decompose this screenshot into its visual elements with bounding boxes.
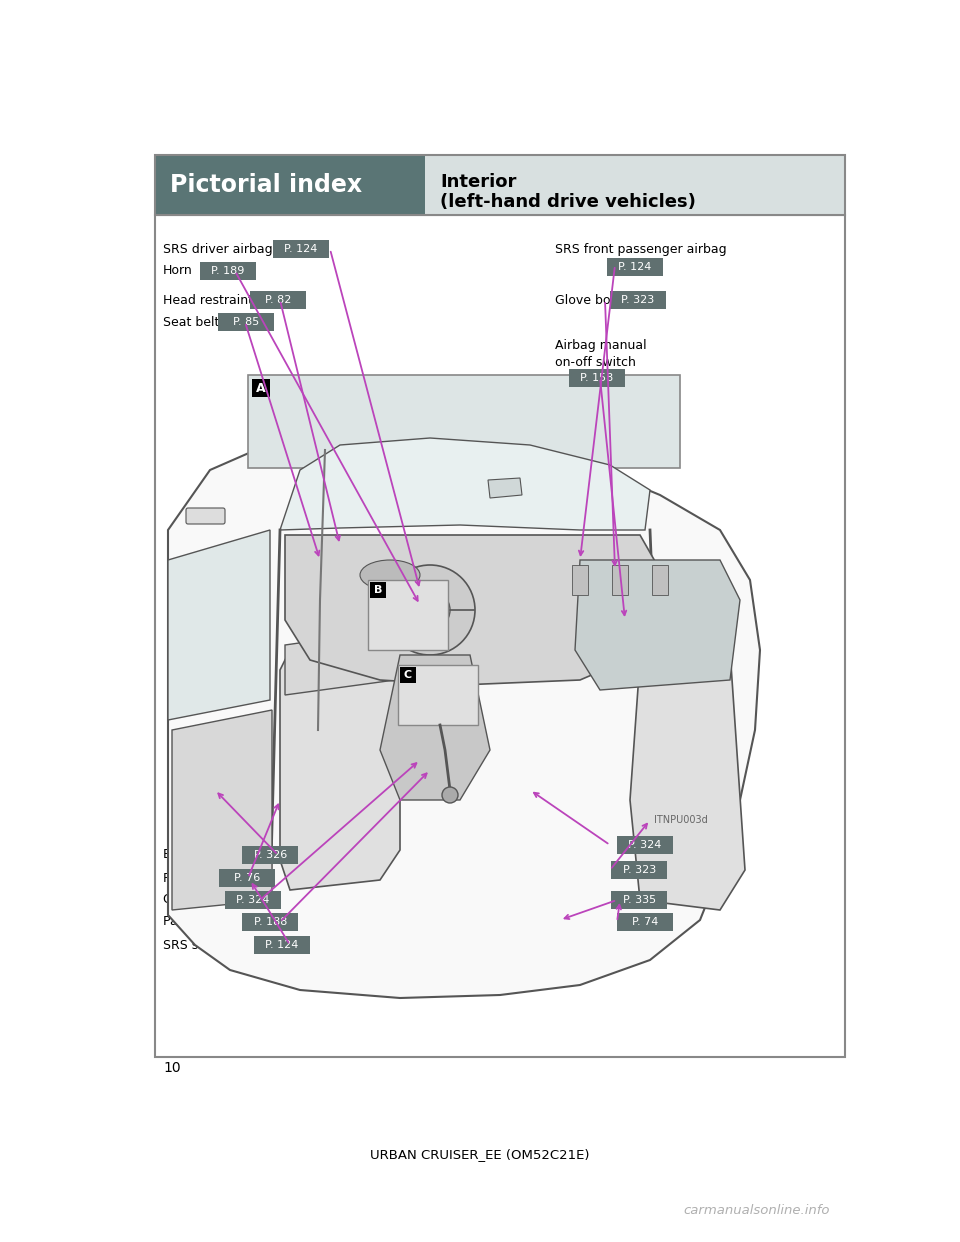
Ellipse shape: [360, 560, 420, 590]
Bar: [607, 258, 663, 276]
Polygon shape: [285, 535, 660, 686]
Text: carmanualsonline.info: carmanualsonline.info: [684, 1203, 830, 1216]
Polygon shape: [280, 635, 400, 891]
Bar: [425, 155, 845, 215]
Text: P. 335: P. 335: [623, 895, 656, 905]
Text: P. 323: P. 323: [623, 864, 656, 876]
Text: A: A: [256, 381, 266, 395]
Bar: [155, 155, 845, 215]
Text: URBAN CRUISER_EE (OM52C21E): URBAN CRUISER_EE (OM52C21E): [371, 1149, 589, 1161]
Polygon shape: [575, 560, 740, 691]
Text: P. 124: P. 124: [265, 940, 299, 950]
Bar: [242, 913, 299, 932]
Text: Head restraint: Head restraint: [163, 293, 253, 307]
Bar: [569, 369, 625, 388]
Text: Horn: Horn: [163, 265, 193, 277]
Circle shape: [442, 787, 458, 804]
Text: (left-hand drive vehicles): (left-hand drive vehicles): [440, 193, 696, 211]
Text: Cup holder: Cup holder: [555, 838, 623, 852]
Text: ITNPU003d: ITNPU003d: [655, 815, 708, 825]
Bar: [612, 565, 628, 595]
Text: P. 85: P. 85: [233, 317, 259, 327]
Text: on-off switch: on-off switch: [555, 355, 636, 369]
Text: Parking brake: Parking brake: [163, 915, 249, 929]
Bar: [252, 379, 270, 397]
Text: P. 324: P. 324: [236, 895, 270, 905]
Text: 10: 10: [163, 1061, 180, 1076]
Polygon shape: [488, 478, 522, 498]
Bar: [370, 582, 386, 597]
Bar: [368, 580, 448, 650]
Polygon shape: [172, 710, 272, 910]
Bar: [200, 262, 256, 279]
Bar: [617, 913, 673, 932]
Text: P. 326: P. 326: [253, 850, 287, 859]
Text: P. 324: P. 324: [628, 840, 661, 850]
FancyBboxPatch shape: [186, 508, 225, 524]
Text: Rear seat: Rear seat: [163, 872, 223, 884]
Text: Cup holder: Cup holder: [163, 893, 231, 907]
Text: Front seat: Front seat: [555, 915, 617, 929]
Text: SRS side airbag: SRS side airbag: [163, 939, 261, 951]
Polygon shape: [285, 630, 395, 696]
Polygon shape: [380, 655, 490, 800]
Text: Glove box: Glove box: [555, 863, 617, 877]
Text: P. 124: P. 124: [618, 262, 652, 272]
Text: P. 74: P. 74: [632, 917, 659, 927]
Bar: [617, 836, 673, 854]
Circle shape: [385, 565, 475, 655]
Text: P. 76: P. 76: [234, 873, 260, 883]
Text: P. 189: P. 189: [211, 266, 245, 276]
Bar: [242, 846, 299, 864]
Bar: [652, 565, 668, 595]
Bar: [250, 291, 306, 309]
Bar: [155, 155, 425, 215]
Text: P. 323: P. 323: [621, 296, 655, 306]
Text: Airbag manual: Airbag manual: [555, 339, 647, 351]
Polygon shape: [168, 430, 760, 999]
Text: Pictorial index: Pictorial index: [170, 173, 362, 197]
Bar: [572, 565, 588, 595]
Text: B: B: [373, 585, 382, 595]
Bar: [219, 869, 276, 887]
Bar: [612, 891, 667, 909]
Text: Floor mat: Floor mat: [555, 893, 614, 907]
Bar: [248, 375, 680, 468]
Polygon shape: [630, 650, 745, 910]
Polygon shape: [280, 438, 650, 530]
Bar: [400, 667, 416, 683]
Text: Seat belt: Seat belt: [163, 315, 220, 328]
Bar: [254, 936, 310, 954]
Bar: [612, 861, 667, 879]
Bar: [398, 664, 478, 725]
Text: SRS driver airbag: SRS driver airbag: [163, 242, 273, 256]
Text: Interior: Interior: [440, 173, 516, 191]
Text: P. 124: P. 124: [284, 243, 318, 255]
Text: P. 82: P. 82: [265, 296, 291, 306]
Bar: [155, 215, 845, 1057]
Polygon shape: [168, 530, 270, 720]
Text: SRS front passenger airbag: SRS front passenger airbag: [555, 242, 727, 256]
Bar: [225, 891, 281, 909]
Text: C: C: [404, 669, 412, 681]
Text: Bottle holder: Bottle holder: [163, 848, 244, 862]
Bar: [218, 313, 274, 332]
Text: Glove box: Glove box: [555, 293, 617, 307]
Circle shape: [410, 590, 450, 630]
Bar: [273, 240, 329, 258]
Bar: [610, 291, 666, 309]
Text: P. 158: P. 158: [581, 373, 613, 383]
Text: P. 188: P. 188: [253, 917, 287, 927]
